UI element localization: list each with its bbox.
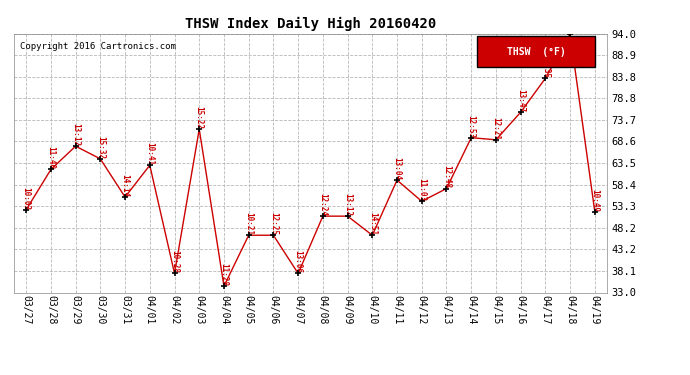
Text: 12:24: 12:24 <box>318 193 327 216</box>
Text: 15:22: 15:22 <box>195 106 204 129</box>
Text: 12:21: 12:21 <box>491 117 500 140</box>
Text: 10:49: 10:49 <box>591 189 600 212</box>
Text: 13:04: 13:04 <box>393 157 402 180</box>
Text: 13:12: 13:12 <box>71 123 80 146</box>
Text: Copyright 2016 Cartronics.com: Copyright 2016 Cartronics.com <box>20 42 176 51</box>
Text: 11:03: 11:03 <box>417 178 426 201</box>
Text: 13:35: 13:35 <box>541 55 550 78</box>
Text: 10:03: 10:03 <box>21 187 30 210</box>
Text: 15:32: 15:32 <box>96 136 105 159</box>
Text: 13:47: 13:47 <box>516 89 525 112</box>
Text: 11:40: 11:40 <box>46 146 55 170</box>
Text: 14:14: 14:14 <box>121 174 130 197</box>
Text: 14:51: 14:51 <box>368 212 377 235</box>
Text: 11:28: 11:28 <box>219 263 228 286</box>
Text: 12:25: 12:25 <box>269 212 278 235</box>
Text: 12:48: 12:48 <box>442 165 451 189</box>
Text: 10:28: 10:28 <box>170 250 179 273</box>
Text: THSW  (°F): THSW (°F) <box>506 47 565 57</box>
Text: 13:06: 13:06 <box>294 250 303 273</box>
Text: 13:12: 13:12 <box>343 193 352 216</box>
Text: 12:53: 12:53 <box>466 114 475 138</box>
Text: 10:41: 10:41 <box>146 142 155 165</box>
Text: 10:21: 10:21 <box>244 212 253 235</box>
Title: THSW Index Daily High 20160420: THSW Index Daily High 20160420 <box>185 17 436 31</box>
FancyBboxPatch shape <box>477 36 595 68</box>
